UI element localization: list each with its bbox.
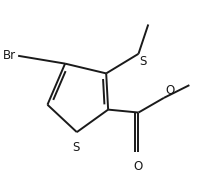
Text: S: S [72,141,80,154]
Text: S: S [139,55,147,68]
Text: O: O [165,84,174,97]
Text: O: O [134,161,143,174]
Text: Br: Br [3,49,16,62]
